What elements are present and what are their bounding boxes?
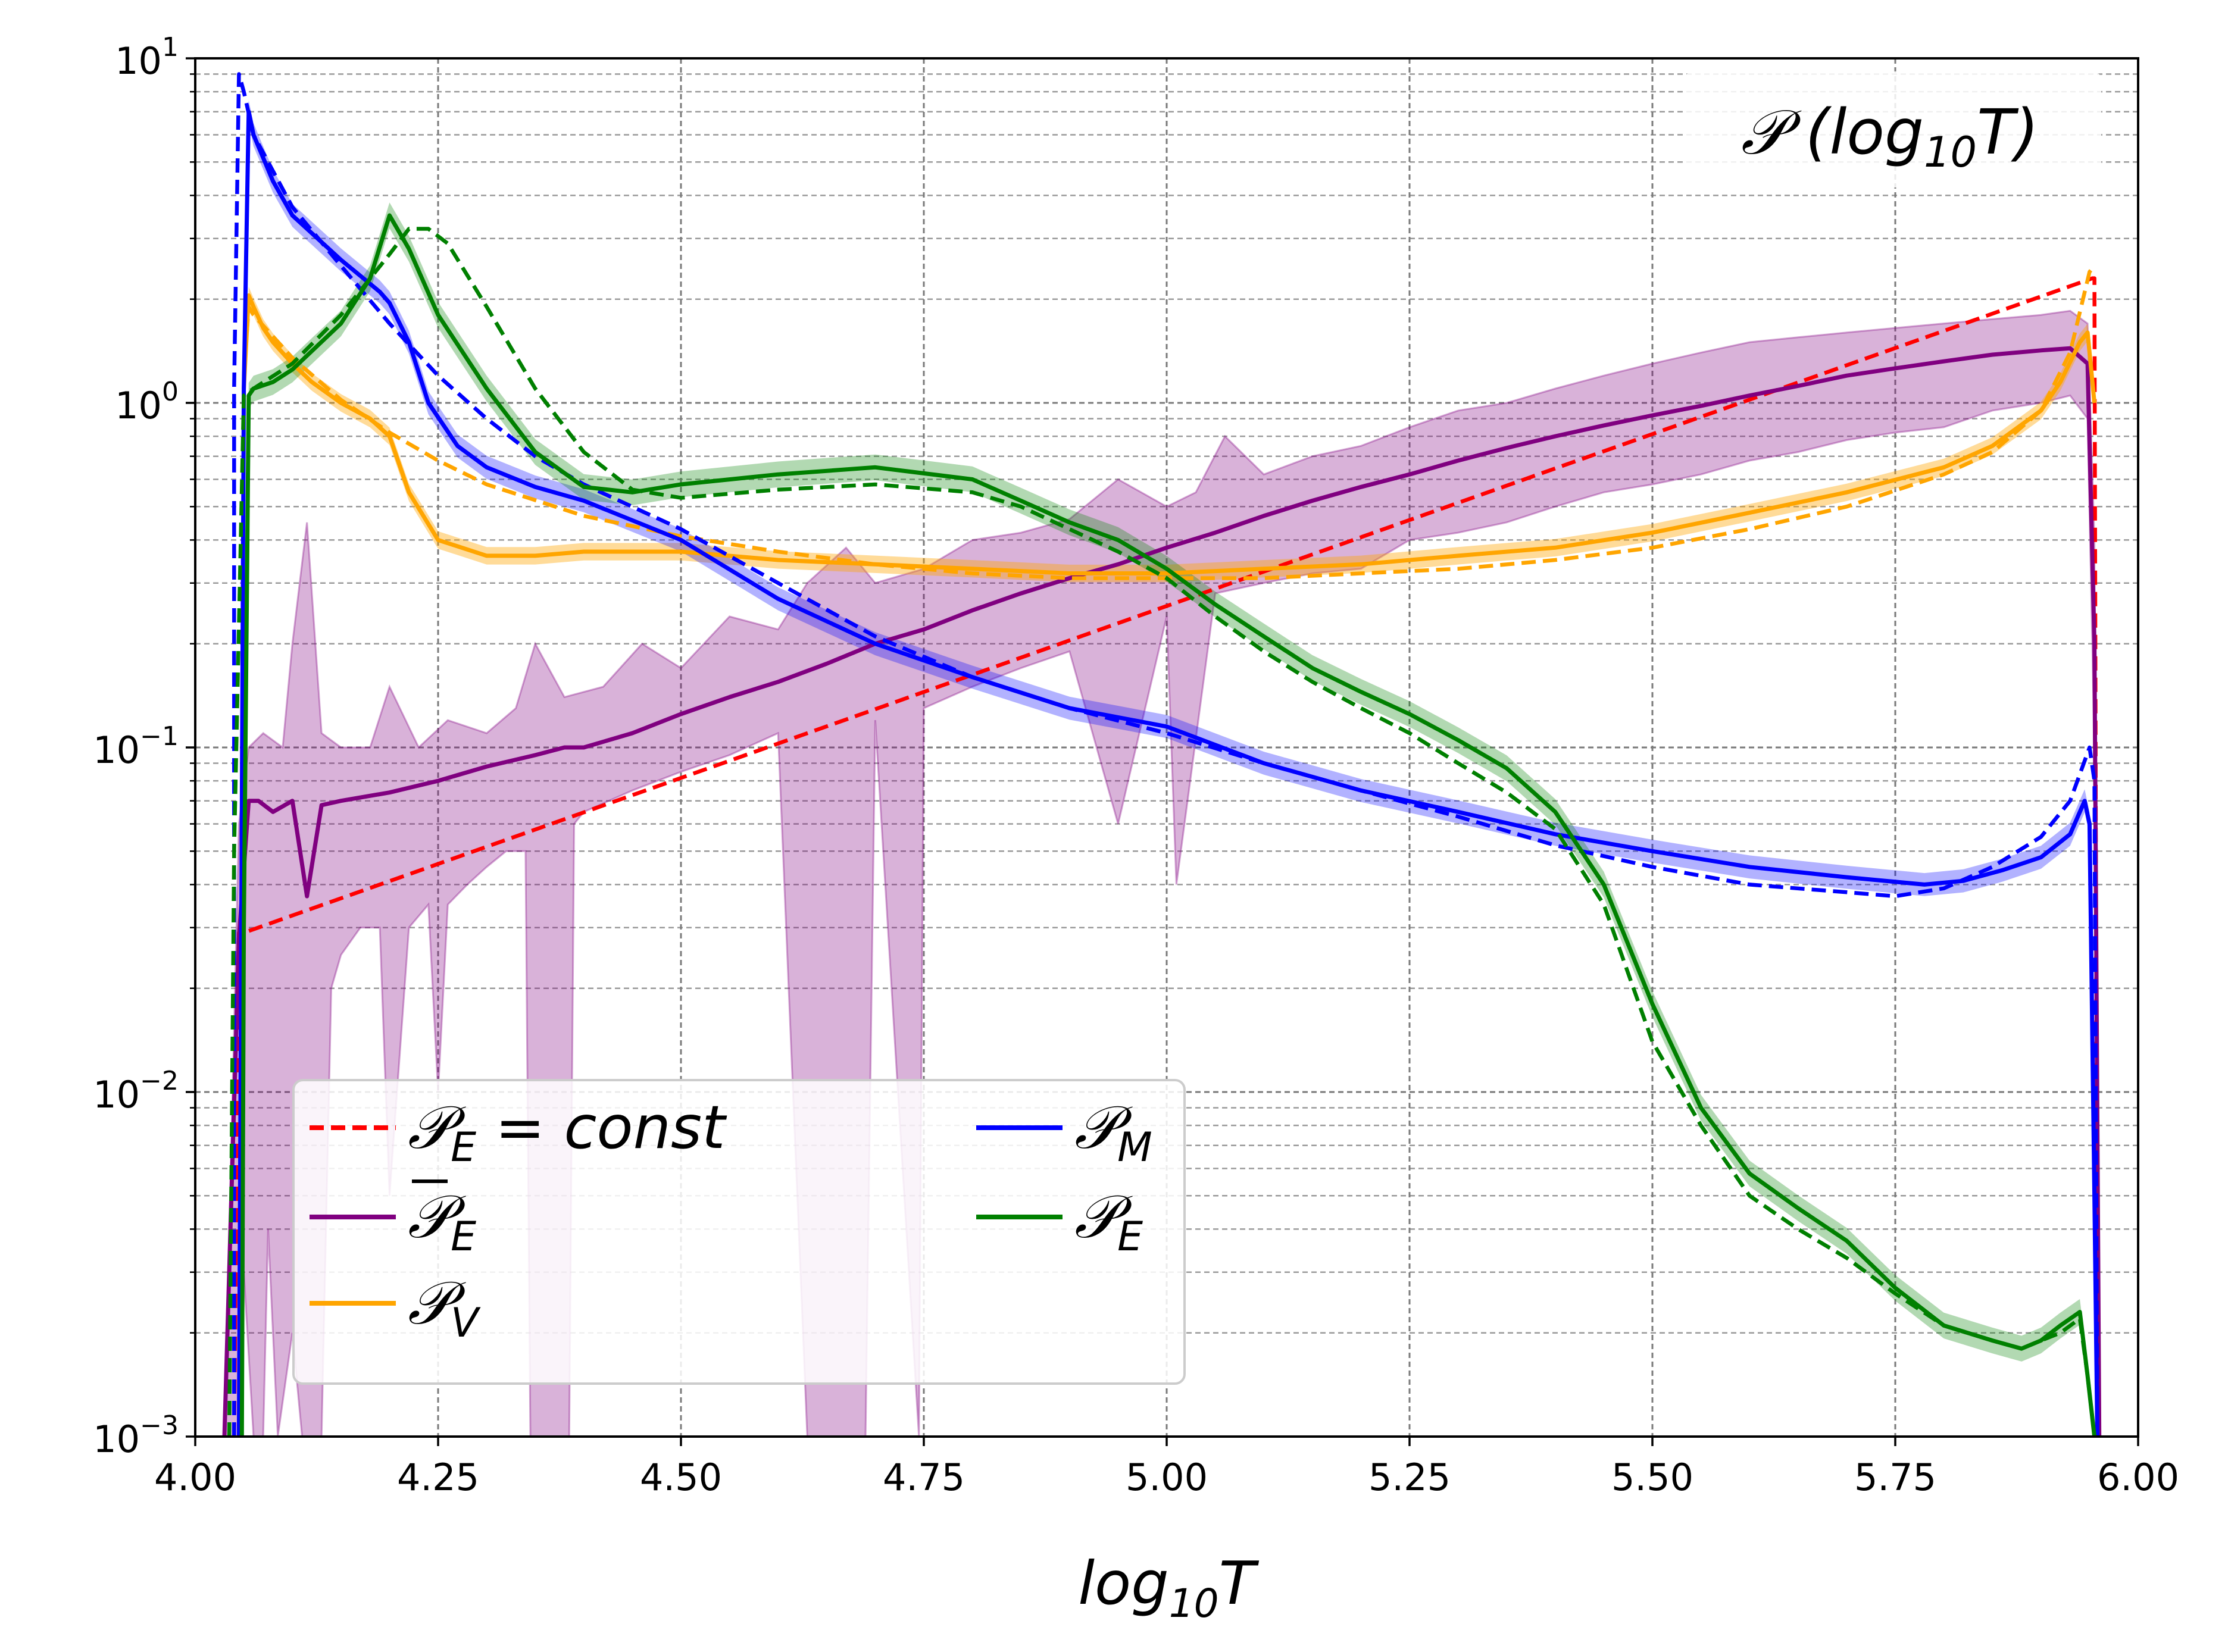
- series-pe: [239, 213, 2097, 1437]
- legend-frame: [292, 1079, 1186, 1385]
- x-tick-label: 5.50: [1611, 1456, 1693, 1499]
- legend-entry-pv: 𝒫V: [310, 1268, 481, 1347]
- series-pm: [236, 109, 2099, 1437]
- annotation-text: 𝒫 (log10T): [1741, 96, 2039, 177]
- series-pe-bar: [222, 346, 2102, 1437]
- x-axis-label: log10T: [1078, 1548, 1259, 1626]
- x-axis: 4.00 4.25 4.50 4.75 5.00 5.25 5.50 5.75 6.00: [154, 1437, 2179, 1499]
- x-tick-label: 5.00: [1126, 1456, 1208, 1499]
- y-tick-label: 10−1: [93, 721, 179, 772]
- y-tick-label: 10−2: [93, 1066, 179, 1116]
- x-tick-label: 6.00: [2097, 1456, 2179, 1499]
- uncertainty-bands: [223, 100, 2101, 1437]
- y-tick-label: 101: [115, 32, 179, 83]
- x-tick-label: 5.75: [1854, 1456, 1936, 1499]
- x-tick-label: 4.50: [640, 1456, 722, 1499]
- legend-label: 𝒫E = const: [408, 1093, 727, 1171]
- series-pv-fit: [242, 264, 2096, 580]
- legend-label: 𝒫V: [408, 1268, 481, 1347]
- series-pv: [242, 293, 2097, 575]
- y-tick-label: 100: [115, 377, 179, 427]
- x-tick-label: 5.25: [1368, 1456, 1451, 1499]
- annotation-box: 𝒫 (log10T): [1685, 71, 2101, 187]
- x-tick-label: 4.75: [883, 1456, 965, 1499]
- x-tick-label: 4.25: [397, 1456, 479, 1499]
- data-series: [222, 72, 2102, 1437]
- x-tick-label: 4.00: [154, 1456, 236, 1499]
- annotation-background: [1685, 71, 2101, 187]
- band-pe-bar: [223, 309, 2101, 1437]
- legend-entry-pe-const: 𝒫E = const: [310, 1093, 727, 1171]
- y-tick-label: 10−3: [93, 1410, 179, 1461]
- y-axis: 101 100 10−1 10−2 10−3: [93, 32, 195, 1461]
